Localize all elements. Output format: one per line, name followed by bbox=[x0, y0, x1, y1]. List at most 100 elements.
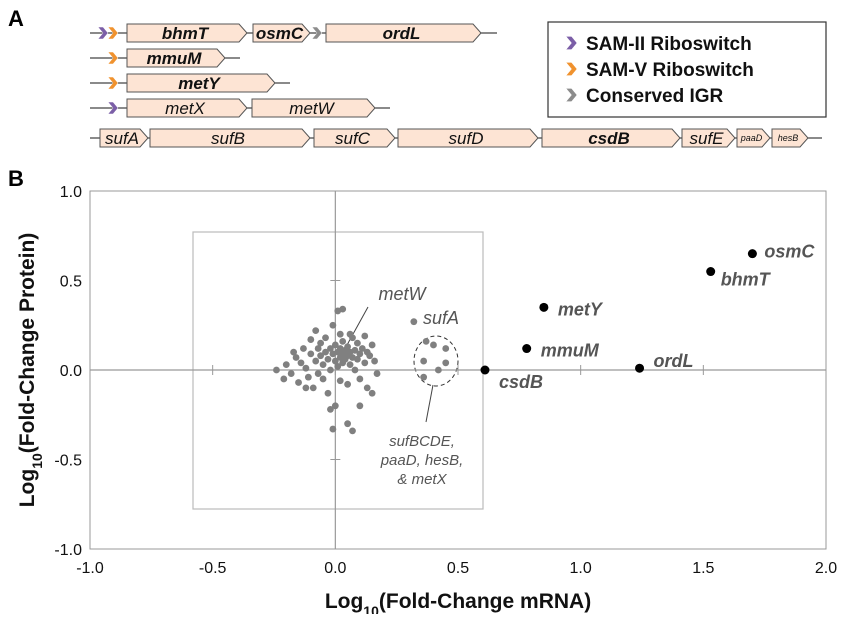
gene-arrow bbox=[681, 128, 736, 148]
x-axis-title-part: 10 bbox=[363, 603, 379, 614]
data-point bbox=[368, 341, 376, 349]
data-point bbox=[346, 361, 354, 369]
y-tick-label: 0.0 bbox=[60, 363, 82, 380]
gene-arrow bbox=[541, 128, 681, 148]
data-point bbox=[344, 343, 351, 351]
gene-arrow bbox=[126, 98, 248, 118]
data-point bbox=[422, 337, 430, 345]
gene-name: metX bbox=[165, 99, 205, 118]
point-label: osmC bbox=[764, 242, 815, 262]
data-point bbox=[324, 355, 332, 363]
gene-name: sufD bbox=[449, 129, 484, 148]
data-point bbox=[290, 348, 298, 356]
gene-arrow bbox=[99, 128, 149, 148]
data-point bbox=[322, 334, 329, 342]
data-point bbox=[327, 405, 334, 413]
annotation: paaD, hesB, bbox=[380, 452, 464, 469]
gene-name: metY bbox=[178, 74, 221, 93]
data-point bbox=[282, 361, 290, 369]
gene-arrow bbox=[126, 73, 276, 93]
data-point bbox=[300, 345, 307, 352]
x-tick-label: 2.0 bbox=[815, 560, 837, 577]
gene-name: metW bbox=[289, 99, 335, 118]
annotation: sufA bbox=[423, 308, 459, 328]
gene-name: hesB bbox=[778, 133, 799, 143]
gene-arrow bbox=[251, 98, 376, 118]
group-ellipse bbox=[413, 335, 459, 387]
data-point bbox=[329, 321, 337, 329]
gene-arrow bbox=[736, 128, 771, 148]
data-point bbox=[354, 339, 361, 347]
riboswitch-icon bbox=[107, 101, 119, 115]
y-axis-title-part: Log bbox=[16, 469, 39, 507]
data-point bbox=[356, 350, 364, 358]
gene-name: bhmT bbox=[162, 24, 210, 43]
annotation: metW bbox=[379, 284, 428, 304]
gene-name: sufA bbox=[105, 129, 139, 148]
data-point bbox=[434, 366, 442, 374]
legend-label: SAM-II Riboswitch bbox=[586, 34, 752, 55]
data-point bbox=[363, 384, 371, 392]
gene-name: ordL bbox=[383, 24, 421, 43]
legend-label: Conserved IGR bbox=[586, 86, 724, 107]
data-point bbox=[442, 359, 450, 367]
data-point bbox=[317, 352, 325, 360]
riboswitch-icon bbox=[107, 26, 119, 40]
data-point bbox=[336, 330, 344, 338]
x-tick-label: 1.0 bbox=[570, 560, 592, 577]
gene-arrow bbox=[313, 128, 396, 148]
riboswitch-icon bbox=[565, 36, 578, 50]
data-point bbox=[317, 339, 325, 347]
data-point bbox=[356, 402, 364, 410]
data-point bbox=[354, 355, 361, 363]
data-point bbox=[309, 384, 317, 392]
x-tick-label: -1.0 bbox=[76, 560, 104, 577]
x-axis-title-part: Log bbox=[325, 590, 363, 613]
data-point bbox=[307, 350, 315, 358]
data-point bbox=[356, 375, 364, 383]
data-point bbox=[312, 327, 320, 335]
data-point bbox=[430, 341, 437, 349]
data-point bbox=[329, 425, 337, 433]
gene-name: paaD bbox=[740, 133, 763, 143]
gene-arrow bbox=[397, 128, 539, 148]
riboswitch-icon bbox=[565, 88, 578, 102]
gene-arrow bbox=[126, 23, 248, 43]
legend-label: SAM-V Riboswitch bbox=[586, 60, 754, 81]
data-point bbox=[344, 380, 351, 388]
data-point bbox=[314, 370, 322, 377]
riboswitch-icon bbox=[107, 51, 119, 65]
data-point bbox=[747, 249, 757, 259]
data-point bbox=[322, 348, 329, 356]
data-point bbox=[351, 366, 359, 374]
data-point bbox=[327, 345, 334, 352]
data-point bbox=[349, 427, 356, 435]
data-point bbox=[280, 375, 288, 383]
point-label: bhmT bbox=[721, 270, 772, 290]
gene-arrow bbox=[149, 128, 311, 148]
y-tick-label: -1.0 bbox=[54, 542, 82, 559]
data-point bbox=[366, 352, 374, 360]
data-point bbox=[480, 365, 490, 375]
point-label: mmuM bbox=[541, 341, 600, 361]
y-tick-label: -0.5 bbox=[54, 453, 82, 470]
data-point bbox=[706, 267, 716, 277]
x-tick-label: -0.5 bbox=[199, 560, 227, 577]
x-axis-title: Log10(Fold-Change mRNA) bbox=[325, 590, 591, 614]
point-label: metY bbox=[558, 299, 604, 319]
data-point bbox=[420, 357, 428, 365]
data-point bbox=[522, 344, 532, 354]
data-point bbox=[339, 337, 347, 345]
x-axis-title-part: (Fold-Change mRNA) bbox=[379, 590, 591, 613]
panel-label: A bbox=[8, 6, 24, 31]
data-point bbox=[287, 370, 295, 377]
data-point bbox=[302, 364, 310, 372]
data-point bbox=[339, 305, 347, 313]
data-point bbox=[307, 336, 315, 343]
gene-name: mmuM bbox=[147, 49, 203, 68]
data-point bbox=[358, 345, 366, 352]
gene-arrow bbox=[771, 128, 809, 148]
data-point bbox=[324, 389, 332, 397]
gene-arrow bbox=[252, 23, 311, 43]
